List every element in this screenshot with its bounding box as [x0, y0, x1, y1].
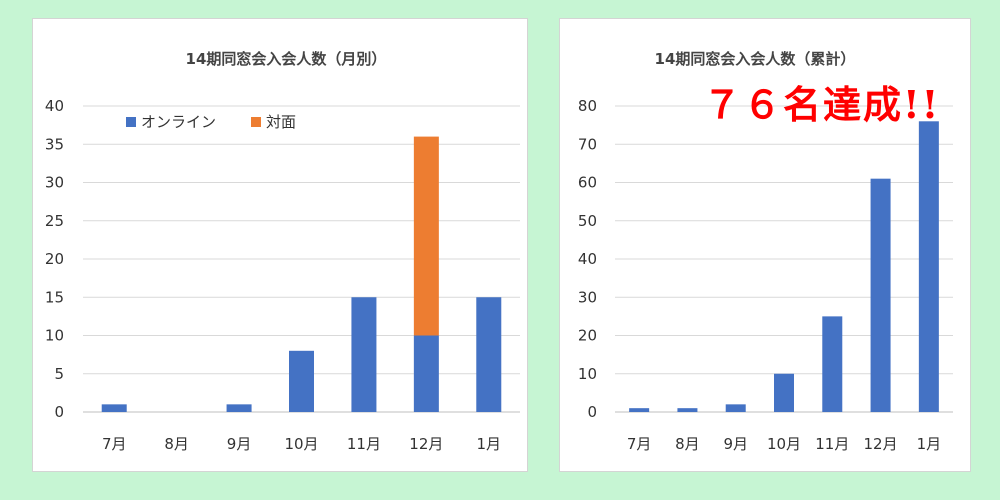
- achievement-annotation: ７６名達成!!: [703, 82, 941, 127]
- right-y-tick-label: 70: [578, 135, 597, 153]
- right-bar-primary: [774, 373, 794, 412]
- right-bar-primary: [677, 408, 698, 412]
- right-y-tick-label: 20: [578, 327, 597, 345]
- monthly-chart-panel: 14期同窓会入会人数（月別） 0 5 10 15 20 25 30 35 40 オンライン 対面…: [32, 18, 528, 472]
- right-x-tick-label: 10月: [767, 435, 801, 453]
- cumulative-chart-panel: 14期同窓会入会人数（累計） 0 10 20 30 40 50 60 70 80 7月 8月 9月 1…: [559, 18, 971, 472]
- right-x-tick-label: 11月: [815, 435, 849, 453]
- left-y-tick-label: 15: [45, 288, 64, 306]
- left-bar-primary: [101, 404, 127, 412]
- monthly-chart-title: 14期同窓会入会人数（月別）: [186, 50, 387, 68]
- left-y-tick-label: 20: [45, 250, 64, 268]
- right-y-tick-label: 60: [578, 174, 597, 192]
- legend-swatch-inperson: [251, 117, 261, 127]
- left-x-tick-label: 10月: [284, 435, 318, 453]
- left-y-tick-label: 0: [54, 403, 64, 421]
- legend-label-inperson: 対面: [266, 113, 296, 131]
- left-x-tick-label: 9月: [227, 435, 252, 453]
- right-x-tick-label: 1月: [917, 435, 942, 453]
- right-y-tick-label: 0: [587, 403, 597, 421]
- left-bar-primary: [289, 350, 314, 412]
- left-bar-primary: [413, 335, 439, 412]
- cumulative-chart-title: 14期同窓会入会人数（累計）: [655, 50, 856, 68]
- left-y-tick-label: 5: [54, 365, 64, 383]
- left-bar-primary: [226, 404, 252, 412]
- left-y-tick-label: 40: [45, 97, 64, 115]
- monthly-chart: 14期同窓会入会人数（月別） 0 5 10 15 20 25 30 35 40 オンライン 対面…: [45, 50, 520, 453]
- right-bar-primary: [725, 404, 746, 412]
- right-bar-primary: [870, 178, 891, 412]
- right-bar-primary: [629, 408, 650, 412]
- left-y-tick-label: 25: [45, 212, 64, 230]
- left-bar-primary: [476, 297, 502, 412]
- right-x-tick-label: 9月: [723, 435, 748, 453]
- right-x-tick-label: 8月: [675, 435, 700, 453]
- right-y-tick-label: 50: [578, 212, 597, 230]
- left-bar-secondary: [413, 136, 439, 336]
- right-y-tick-label: 80: [578, 97, 597, 115]
- left-x-tick-label: 11月: [347, 435, 381, 453]
- left-x-tick-label: 8月: [164, 435, 189, 453]
- left-y-tick-label: 35: [45, 135, 64, 153]
- left-x-tick-label: 7月: [102, 435, 127, 453]
- right-bar-primary: [822, 316, 843, 412]
- right-x-tick-label: 7月: [627, 435, 652, 453]
- left-y-tick-label: 10: [45, 327, 64, 345]
- right-y-tick-label: 30: [578, 288, 597, 306]
- right-x-tick-label: 12月: [864, 435, 898, 453]
- right-y-tick-label: 10: [578, 365, 597, 383]
- right-bar-primary: [918, 121, 939, 413]
- left-x-tick-label: 12月: [409, 435, 443, 453]
- legend-label-online: オンライン: [141, 113, 216, 131]
- left-bar-primary: [351, 297, 377, 412]
- left-x-tick-label: 1月: [477, 435, 502, 453]
- left-y-tick-label: 30: [45, 174, 64, 192]
- cumulative-chart: 14期同窓会入会人数（累計） 0 10 20 30 40 50 60 70 80 7月 8月 9月 1…: [578, 50, 953, 453]
- legend-swatch-online: [126, 117, 136, 127]
- right-y-tick-label: 40: [578, 250, 597, 268]
